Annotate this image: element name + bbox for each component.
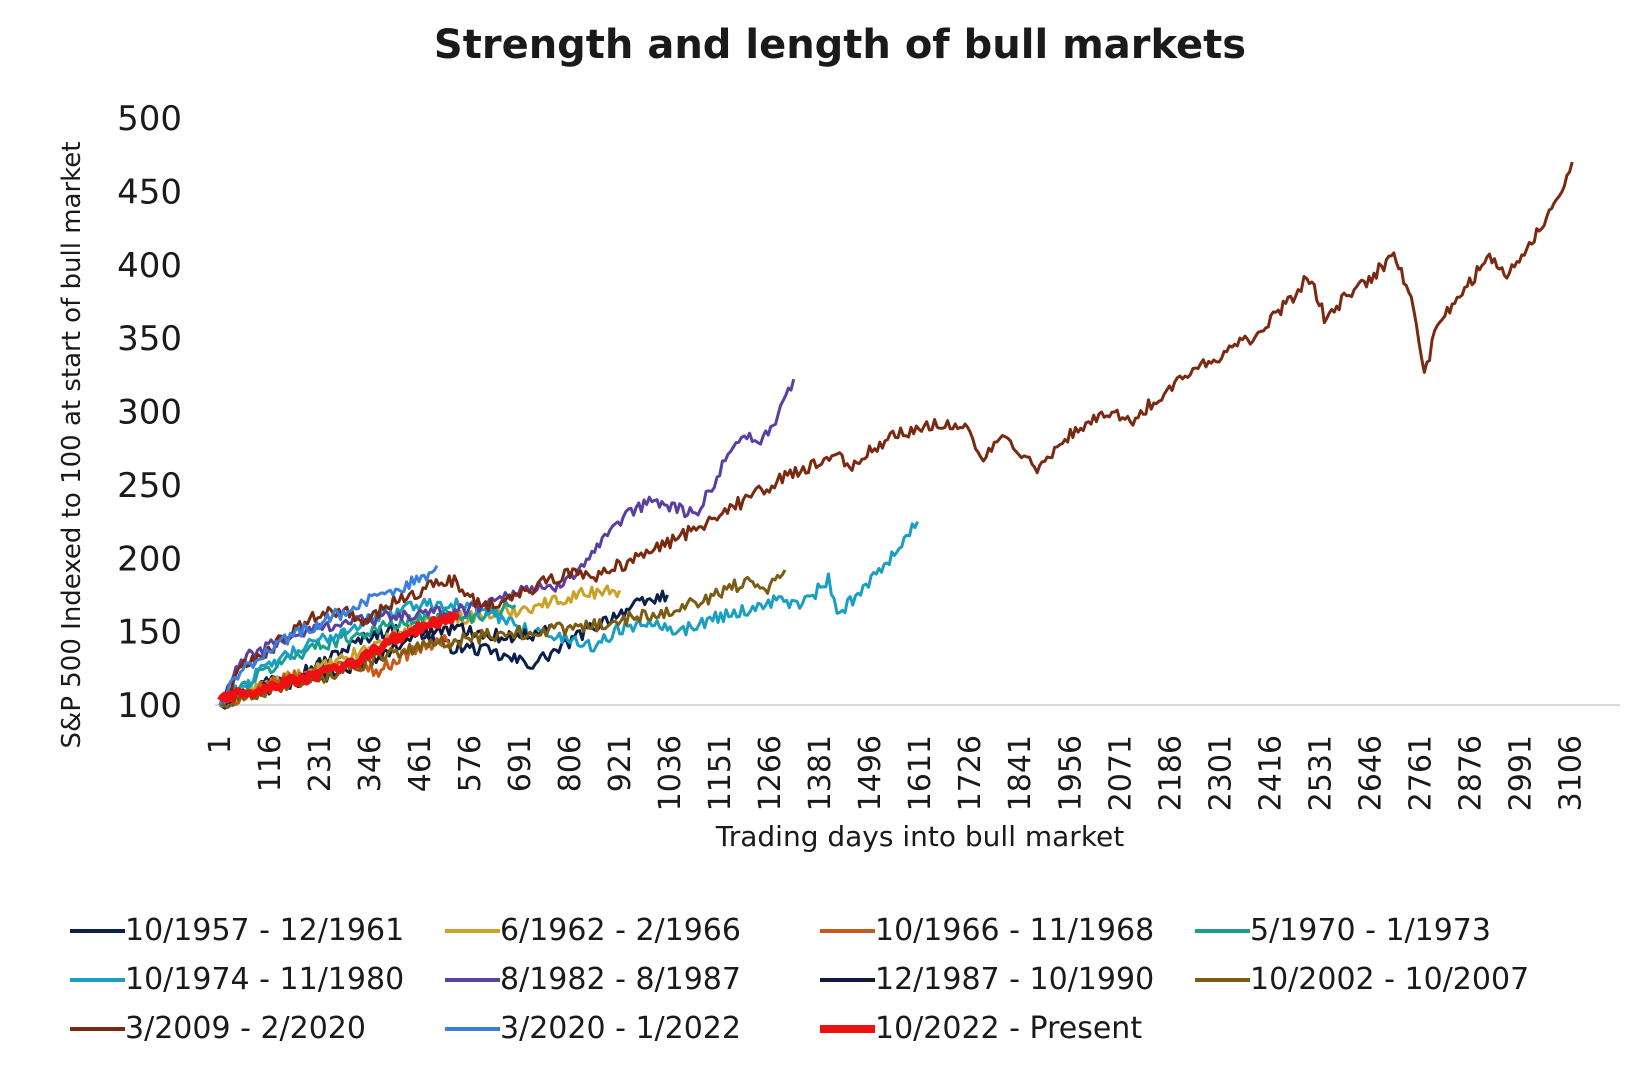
x-tick-label: 1611	[903, 735, 938, 811]
series-line-5	[218, 378, 796, 706]
legend-label: 10/1966 - 11/1968	[875, 913, 1154, 948]
x-tick-label: 806	[553, 735, 588, 792]
x-tick-label: 1151	[703, 735, 738, 811]
legend-label: 10/2022 - Present	[875, 1011, 1142, 1046]
x-tick-label: 1381	[803, 735, 838, 811]
legend-label: 6/1962 - 2/1966	[500, 913, 741, 948]
x-tick-label: 576	[453, 735, 488, 792]
x-tick-label: 461	[403, 735, 438, 792]
series-lines	[217, 161, 1574, 710]
y-tick-label: 300	[117, 393, 182, 433]
x-tick-label: 1036	[653, 735, 688, 811]
legend-label: 12/1987 - 10/1990	[875, 962, 1154, 997]
x-tick-label: 2301	[1203, 735, 1238, 811]
x-tick-label: 2186	[1153, 735, 1188, 811]
y-tick-label: 150	[117, 613, 182, 653]
y-tick-label: 250	[117, 466, 182, 506]
x-tick-label: 2761	[1403, 735, 1438, 811]
x-axis-label: Trading days into bull market	[715, 820, 1125, 853]
y-tick-label: 200	[117, 539, 182, 579]
x-tick-label: 2991	[1503, 735, 1538, 811]
x-tick-label: 1956	[1053, 735, 1088, 811]
legend: 10/1957 - 12/1961 6/1962 - 2/1966 10/1966 …	[70, 913, 1529, 1046]
series-line-2	[219, 634, 456, 707]
legend-label: 10/1974 - 11/1980	[125, 962, 404, 997]
y-tick-label: 500	[117, 99, 182, 139]
x-tick-label: 2876	[1453, 735, 1488, 811]
y-tick-label: 350	[117, 319, 182, 359]
x-tick-label: 921	[603, 735, 638, 792]
x-tick-label: 1726	[953, 735, 988, 811]
legend-label: 5/1970 - 1/1973	[1250, 913, 1491, 948]
y-axis-ticks: 100 150 200 250 300 350 400 450 500	[117, 99, 182, 726]
x-tick-label: 2416	[1253, 735, 1288, 811]
x-tick-label: 1496	[853, 735, 888, 811]
legend-label: 3/2009 - 2/2020	[125, 1011, 366, 1046]
y-tick-label: 100	[117, 686, 182, 726]
x-tick-label: 1	[203, 735, 238, 754]
legend-label: 10/1957 - 12/1961	[125, 913, 404, 948]
series-line-3	[219, 599, 517, 707]
y-tick-label: 400	[117, 246, 182, 286]
x-tick-label: 2071	[1103, 735, 1138, 811]
series-line-8	[218, 161, 1574, 706]
x-axis-ticks: 1 116 231 346 461 576 691 806 921 1036 1151 1266 138…	[203, 735, 1588, 811]
x-tick-label: 1266	[753, 735, 788, 811]
y-tick-label: 450	[117, 172, 182, 212]
x-tick-label: 2646	[1353, 735, 1388, 811]
x-tick-label: 3106	[1553, 735, 1588, 811]
x-tick-label: 2531	[1303, 735, 1338, 811]
chart-title: Strength and length of bull markets	[434, 22, 1246, 68]
series-line-10	[217, 611, 460, 704]
x-tick-label: 346	[353, 735, 388, 792]
y-axis-label: S&P 500 Indexed to 100 at start of bull …	[57, 142, 87, 749]
series-line-4	[219, 520, 919, 707]
series-line-9	[218, 564, 439, 706]
legend-label: 8/1982 - 8/1987	[500, 962, 741, 997]
x-tick-label: 691	[503, 735, 538, 792]
legend-label: 3/2020 - 1/2022	[500, 1011, 741, 1046]
x-tick-label: 231	[303, 735, 338, 792]
x-tick-label: 1841	[1003, 735, 1038, 811]
x-tick-label: 116	[253, 735, 288, 792]
legend-label: 10/2002 - 10/2007	[1250, 962, 1529, 997]
